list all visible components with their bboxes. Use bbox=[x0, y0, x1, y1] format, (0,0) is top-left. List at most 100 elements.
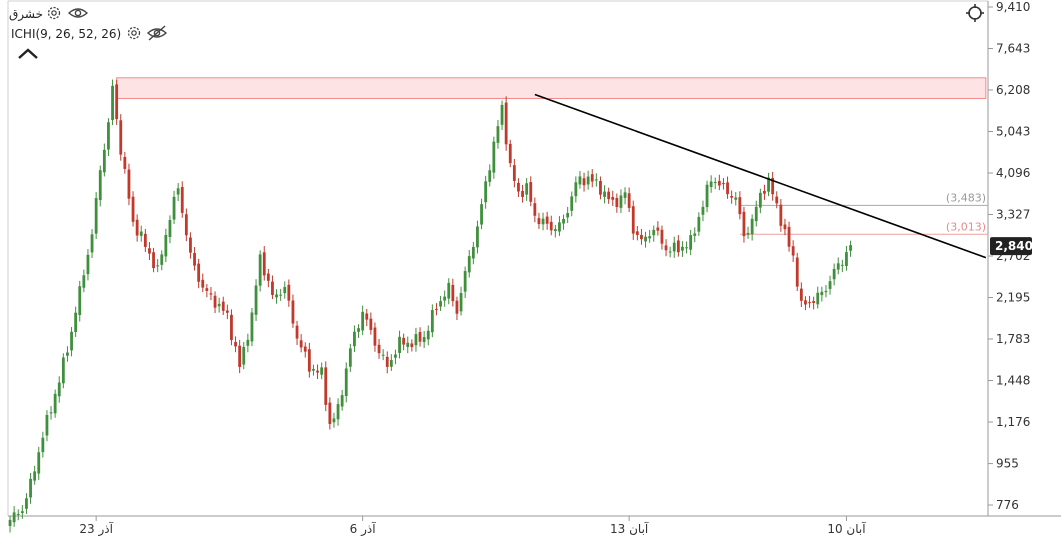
candle[interactable] bbox=[533, 197, 537, 223]
candle[interactable] bbox=[66, 346, 69, 362]
candle[interactable] bbox=[779, 199, 783, 232]
candle[interactable] bbox=[86, 249, 90, 281]
candle[interactable] bbox=[119, 114, 123, 161]
candle[interactable] bbox=[406, 336, 410, 354]
candle[interactable] bbox=[234, 336, 237, 353]
candle[interactable] bbox=[521, 184, 524, 203]
candle[interactable] bbox=[70, 327, 73, 357]
candle[interactable] bbox=[738, 191, 742, 220]
candle[interactable] bbox=[8, 515, 12, 533]
candle[interactable] bbox=[189, 232, 192, 259]
candle[interactable] bbox=[508, 139, 512, 168]
candle[interactable] bbox=[693, 227, 697, 243]
candle[interactable] bbox=[303, 342, 307, 358]
candle[interactable] bbox=[377, 338, 381, 359]
candle[interactable] bbox=[131, 191, 135, 227]
trendline[interactable] bbox=[534, 93, 987, 259]
candle[interactable] bbox=[574, 176, 578, 203]
candle[interactable] bbox=[307, 342, 311, 378]
candle[interactable] bbox=[422, 331, 426, 348]
candle[interactable] bbox=[525, 178, 529, 201]
candle[interactable] bbox=[820, 286, 824, 302]
candle[interactable] bbox=[176, 183, 180, 202]
candle[interactable] bbox=[488, 164, 492, 187]
candle[interactable] bbox=[537, 212, 541, 229]
candle[interactable] bbox=[594, 173, 598, 187]
candle[interactable] bbox=[754, 200, 758, 227]
candle[interactable] bbox=[365, 308, 369, 327]
candle[interactable] bbox=[672, 236, 676, 258]
candle[interactable] bbox=[435, 303, 438, 316]
candle[interactable] bbox=[607, 187, 611, 204]
candle[interactable] bbox=[763, 184, 766, 200]
candle[interactable] bbox=[471, 241, 475, 265]
candle[interactable] bbox=[410, 339, 414, 352]
candle[interactable] bbox=[57, 376, 61, 403]
candle[interactable] bbox=[558, 216, 561, 236]
candle[interactable] bbox=[697, 212, 701, 236]
candle[interactable] bbox=[49, 406, 53, 420]
candle[interactable] bbox=[279, 288, 283, 301]
candle[interactable] bbox=[53, 389, 57, 418]
candle[interactable] bbox=[722, 178, 725, 190]
candle[interactable] bbox=[299, 334, 303, 353]
candle[interactable] bbox=[193, 247, 196, 271]
candle[interactable] bbox=[402, 333, 406, 351]
candle[interactable] bbox=[246, 333, 250, 353]
candle[interactable] bbox=[254, 279, 258, 321]
candle[interactable] bbox=[443, 290, 447, 307]
candle[interactable] bbox=[713, 177, 717, 190]
candle[interactable] bbox=[619, 189, 623, 214]
candle[interactable] bbox=[840, 259, 844, 273]
candle[interactable] bbox=[742, 206, 746, 243]
candle[interactable] bbox=[832, 263, 836, 286]
candle[interactable] bbox=[816, 286, 820, 309]
candle[interactable] bbox=[172, 190, 176, 224]
candle[interactable] bbox=[41, 431, 45, 458]
candle[interactable] bbox=[459, 286, 463, 316]
symbol-visibility-eye-icon[interactable] bbox=[67, 8, 89, 18]
candle[interactable] bbox=[123, 151, 127, 174]
candle[interactable] bbox=[111, 79, 114, 126]
candle[interactable] bbox=[418, 327, 422, 347]
candle[interactable] bbox=[348, 343, 352, 372]
candle[interactable] bbox=[373, 322, 377, 352]
candle[interactable] bbox=[562, 214, 565, 230]
candle[interactable] bbox=[492, 136, 496, 179]
candle[interactable] bbox=[623, 187, 627, 205]
candle[interactable] bbox=[168, 215, 172, 244]
candle[interactable] bbox=[45, 410, 49, 442]
candle[interactable] bbox=[316, 364, 319, 379]
candle[interactable] bbox=[20, 505, 24, 519]
candle[interactable] bbox=[275, 289, 278, 304]
candle[interactable] bbox=[74, 306, 78, 337]
candle[interactable] bbox=[582, 172, 586, 192]
candle[interactable] bbox=[258, 250, 262, 292]
candle[interactable] bbox=[644, 231, 647, 248]
candle[interactable] bbox=[164, 228, 168, 263]
candle[interactable] bbox=[771, 171, 775, 201]
candle[interactable] bbox=[517, 178, 520, 197]
candle[interactable] bbox=[353, 325, 356, 353]
candle[interactable] bbox=[480, 198, 483, 230]
candle[interactable] bbox=[709, 175, 713, 193]
candle[interactable] bbox=[381, 349, 385, 361]
candle[interactable] bbox=[238, 339, 242, 374]
candle[interactable] bbox=[398, 330, 401, 359]
candle[interactable] bbox=[578, 171, 582, 189]
candle[interactable] bbox=[549, 215, 553, 236]
candle[interactable] bbox=[225, 304, 229, 320]
candle[interactable] bbox=[25, 493, 28, 515]
candle[interactable] bbox=[787, 221, 791, 252]
candle[interactable] bbox=[369, 312, 373, 335]
candle[interactable] bbox=[82, 269, 86, 293]
candle[interactable] bbox=[541, 212, 545, 231]
candle[interactable] bbox=[127, 163, 131, 206]
crosshair-icon[interactable] bbox=[966, 4, 984, 22]
candle[interactable] bbox=[242, 341, 246, 370]
candle[interactable] bbox=[160, 250, 164, 271]
candle[interactable] bbox=[291, 294, 295, 328]
candle[interactable] bbox=[29, 473, 32, 504]
candle[interactable] bbox=[180, 181, 184, 218]
candle[interactable] bbox=[98, 165, 102, 207]
